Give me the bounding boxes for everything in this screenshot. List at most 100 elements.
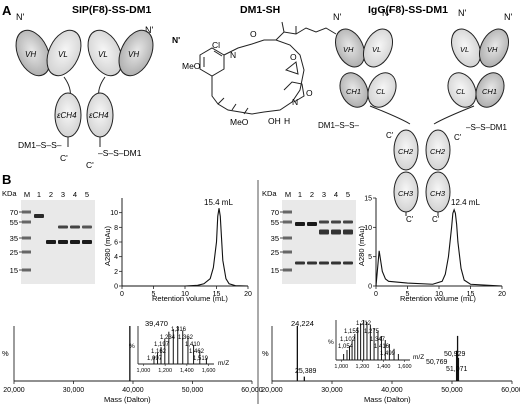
x-tick-label: 1,400 — [180, 368, 194, 374]
ms-right-inset-peak: 1,212 — [356, 321, 372, 327]
panel-a-letter: A — [2, 3, 12, 18]
ms-right-inset-peak: 1,416 — [374, 344, 390, 350]
x-tick-label: 5 — [406, 291, 410, 298]
ms-left-inset-peak: 1,462 — [189, 349, 205, 355]
gel-right-unit: KDa — [262, 189, 277, 198]
x-tick-label: 60,000 — [501, 387, 520, 394]
gel-marker-band — [283, 210, 292, 214]
gel-lane-label: 4 — [334, 190, 338, 199]
ms-left-inset-peak: 1,410 — [185, 342, 201, 348]
gel-band — [343, 229, 353, 235]
y-tick-label: 5 — [368, 254, 372, 261]
gel-band — [307, 261, 317, 265]
sip-ch4-left-label: εCH4 — [57, 111, 77, 120]
gel-marker-band — [22, 220, 31, 224]
x-tick-label: 1,200 — [158, 368, 172, 374]
x-tick-label: 30,000 — [63, 387, 85, 394]
ms-left-xlabel: Mass (Dalton) — [104, 395, 151, 404]
gel-band — [295, 222, 305, 226]
gel-marker-label: 35 — [271, 234, 279, 243]
ms-right-inset-ylabel: % — [328, 339, 334, 346]
gel-lane-label: 2 — [310, 190, 314, 199]
igg-c-4: C' — [432, 215, 440, 224]
ms-left-inset-peak: 1,162 — [151, 349, 167, 355]
x-tick-label: 20,000 — [261, 387, 283, 394]
y-tick-label: 0 — [114, 284, 118, 291]
y-tick-label: 10 — [110, 210, 118, 217]
ms-right-peak-2: 25,389 — [295, 368, 317, 375]
igg-ch1-right — [475, 72, 505, 108]
gel-marker-label: 55 — [271, 218, 279, 227]
sip-linker-right: –S–S–DM1 — [98, 148, 142, 158]
igg-vh-right-label: VH — [487, 45, 498, 54]
x-tick-label: 20,000 — [3, 387, 25, 394]
ms-left-inset-peak: 1,197 — [154, 342, 170, 348]
y-tick-label: 6 — [114, 240, 118, 247]
gel-band — [319, 261, 329, 265]
gel-lane-label: 4 — [73, 190, 77, 199]
dm1-n-1: N — [230, 50, 236, 60]
igg-cl-left — [367, 72, 397, 108]
gel-band — [82, 225, 92, 229]
gel-lane-label: M — [285, 190, 291, 199]
sec-left-chart: 0 5 10 15 20 0 2 4 6 8 10 — [110, 198, 252, 298]
ms-right-chart: 20,000 30,000 40,000 50,000 60,000 — [261, 326, 520, 394]
gel-band — [319, 220, 329, 224]
sip-vh-right-label: VH — [128, 50, 139, 59]
x-tick-label: 1,000 — [137, 368, 151, 374]
sip-diagram: N' N' — [15, 12, 154, 147]
x-tick-label: 15 — [213, 291, 221, 298]
igg-linker-left: DM1–S–S– — [318, 121, 359, 130]
ms-right-ylabel: % — [262, 349, 269, 358]
gel-marker-label: 15 — [271, 266, 279, 275]
gel-lane-label: 3 — [322, 190, 326, 199]
gel-lane-label: 3 — [61, 190, 65, 199]
sec-left-ylabel: A280 (mAu) — [103, 225, 112, 266]
ms-left-peak-label: 39,470 — [145, 319, 168, 328]
gel-band — [70, 225, 80, 229]
ms-left-inset-peak: 1,097 — [147, 356, 163, 362]
gel-band — [343, 261, 353, 265]
gel-band — [46, 240, 56, 244]
igg-cl-right-label: CL — [456, 87, 466, 96]
ms-right-inset-peak: 1,499 — [380, 351, 396, 357]
gel-band — [331, 261, 341, 265]
sec-left-xlabel: Retention volume (mL) — [152, 294, 228, 303]
sip-vh-right — [118, 29, 154, 77]
gel-lane-label: 1 — [298, 190, 302, 199]
gel-marker-label: 70 — [10, 208, 18, 217]
gel-left-unit: KDa — [2, 189, 17, 198]
dm1-n-term: N' — [172, 35, 180, 45]
ms-left-inset-peak: 1,234 — [160, 335, 176, 341]
sec-right-xlabel: Retention volume (mL) — [400, 294, 476, 303]
igg-vl-left-label: VL — [372, 45, 381, 54]
dm1-structure — [199, 21, 337, 115]
gel-lane-label: M — [24, 190, 30, 199]
dm1-meo: MeO — [182, 61, 201, 71]
igg-vl-left — [362, 28, 394, 68]
gel-marker-label: 25 — [10, 248, 18, 257]
ms-right-inset-peak: 1,102 — [340, 337, 356, 343]
igg-ch2-right-label: CH2 — [430, 147, 446, 156]
igg-ch3-right-label: CH3 — [430, 189, 446, 198]
igg-n-3: N' — [458, 8, 466, 18]
gel-marker-band — [22, 210, 31, 214]
igg-vl-right-label: VL — [460, 45, 469, 54]
x-tick-label: 40,000 — [381, 387, 403, 394]
y-tick-label: 10 — [364, 225, 372, 232]
gel-marker-band — [283, 268, 292, 272]
x-tick-label: 60,000 — [241, 387, 263, 394]
gel-band — [82, 240, 92, 244]
y-tick-label: 15 — [364, 196, 372, 203]
igg-cl-left-label: CL — [376, 87, 386, 96]
sip-vl-right — [87, 29, 123, 77]
gel-marker-label: 55 — [10, 218, 18, 227]
ms-right-inset-peak: 1,275 — [364, 329, 380, 335]
gel-marker-band — [22, 236, 31, 240]
gel-band — [319, 229, 329, 235]
ms-left-inset-peak: 1,362 — [178, 335, 194, 341]
igg-vl-right — [450, 28, 482, 68]
igg-c-3: C' — [406, 215, 414, 224]
gel-marker-label: 25 — [271, 248, 279, 257]
igg-n-2: N' — [382, 8, 390, 18]
